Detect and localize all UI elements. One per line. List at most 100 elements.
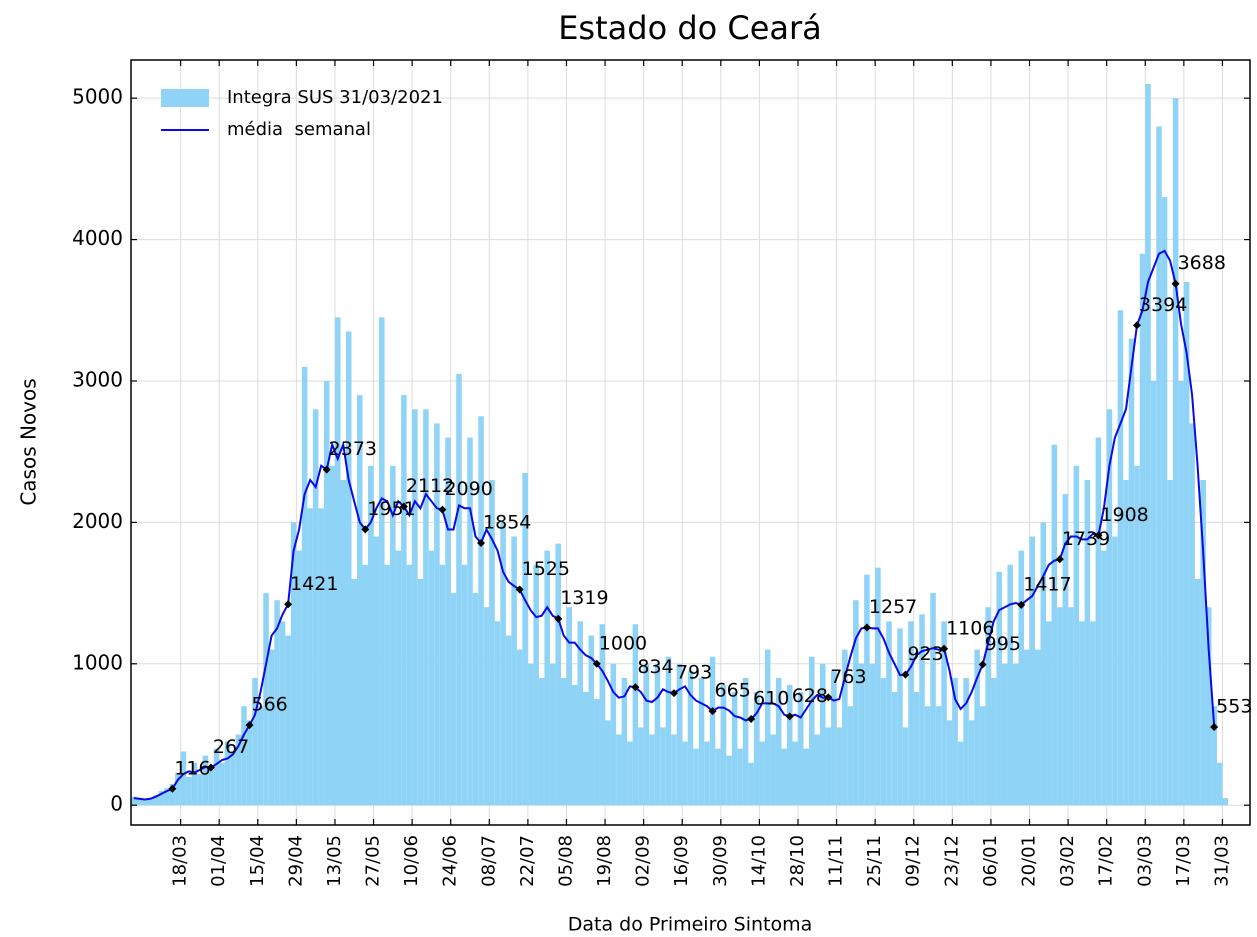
bar bbox=[527, 663, 534, 806]
bar bbox=[1068, 607, 1074, 806]
bar bbox=[560, 677, 567, 806]
bar bbox=[1156, 126, 1162, 806]
bar bbox=[538, 677, 545, 806]
marker bbox=[747, 714, 756, 723]
bar bbox=[351, 578, 358, 806]
bar bbox=[621, 677, 628, 806]
bar bbox=[494, 621, 501, 806]
bar bbox=[533, 564, 539, 806]
value-label: 566 bbox=[252, 694, 288, 716]
bar bbox=[1194, 578, 1201, 806]
bar bbox=[979, 706, 986, 806]
bar bbox=[323, 380, 330, 806]
bar bbox=[583, 692, 589, 806]
legend-label: Integra SUS 31/03/2021 bbox=[227, 87, 443, 108]
bar bbox=[213, 748, 220, 806]
bar bbox=[423, 409, 429, 806]
bar bbox=[842, 649, 848, 806]
bar bbox=[164, 788, 170, 806]
bar bbox=[1112, 536, 1118, 806]
bar bbox=[252, 677, 258, 806]
bar bbox=[759, 741, 765, 806]
bar bbox=[439, 564, 446, 806]
bar bbox=[461, 564, 468, 806]
bar bbox=[1139, 253, 1146, 806]
value-label: 1951 bbox=[367, 498, 415, 520]
bar bbox=[1057, 607, 1063, 806]
bar bbox=[180, 751, 187, 806]
x-tick-label: 24/06 bbox=[440, 835, 461, 887]
bar bbox=[731, 692, 738, 806]
bar bbox=[1205, 607, 1212, 806]
bar bbox=[1040, 522, 1047, 806]
marker bbox=[901, 670, 910, 679]
bar bbox=[753, 692, 760, 806]
bar bbox=[417, 578, 424, 806]
bar bbox=[963, 677, 969, 806]
bar bbox=[169, 783, 176, 806]
bar bbox=[1073, 465, 1080, 806]
bar bbox=[549, 663, 556, 806]
x-tick-label: 28/10 bbox=[787, 835, 808, 887]
y-tick-label: 5000 bbox=[72, 85, 123, 109]
bar bbox=[1035, 649, 1041, 806]
value-label: 1908 bbox=[1100, 504, 1148, 526]
marker bbox=[1094, 531, 1103, 540]
bar bbox=[285, 635, 291, 806]
value-label: 2090 bbox=[444, 478, 492, 500]
bar bbox=[897, 628, 903, 806]
bar bbox=[627, 741, 633, 806]
bar bbox=[726, 755, 732, 806]
bar bbox=[720, 685, 727, 806]
bar bbox=[990, 677, 997, 806]
bar bbox=[704, 741, 710, 806]
plot-area bbox=[131, 84, 1228, 806]
bar bbox=[770, 734, 776, 806]
value-label: 923 bbox=[907, 643, 943, 665]
bar bbox=[1007, 564, 1013, 806]
bar bbox=[186, 776, 192, 806]
bar bbox=[1051, 444, 1058, 806]
bar bbox=[676, 663, 683, 806]
bar bbox=[864, 574, 870, 806]
bar bbox=[643, 663, 650, 806]
value-label: 553 bbox=[1216, 696, 1252, 718]
bar bbox=[610, 663, 617, 806]
marker bbox=[1055, 555, 1064, 564]
bar bbox=[825, 727, 832, 806]
bar bbox=[682, 741, 688, 806]
bar bbox=[599, 624, 606, 806]
bar bbox=[875, 567, 881, 806]
x-tick-label: 18/03 bbox=[170, 835, 191, 887]
bar bbox=[1084, 479, 1091, 806]
bar bbox=[831, 670, 837, 806]
bar bbox=[803, 748, 810, 806]
bar bbox=[908, 621, 914, 806]
bar bbox=[715, 748, 721, 806]
bar bbox=[957, 741, 964, 806]
bar bbox=[401, 395, 407, 806]
value-label: 1417 bbox=[1023, 573, 1071, 595]
bar bbox=[935, 706, 942, 806]
bar bbox=[219, 762, 225, 806]
bar bbox=[235, 734, 242, 806]
value-label: 3394 bbox=[1139, 294, 1187, 316]
bar bbox=[357, 395, 363, 806]
bar bbox=[307, 508, 313, 806]
value-label: 763 bbox=[830, 666, 866, 688]
bar bbox=[748, 762, 754, 806]
bar bbox=[594, 699, 600, 806]
bar bbox=[1222, 798, 1228, 806]
bar bbox=[511, 536, 517, 806]
bar bbox=[406, 564, 413, 806]
bar bbox=[858, 663, 865, 806]
bar bbox=[142, 799, 148, 806]
marker bbox=[1171, 279, 1180, 288]
marker bbox=[824, 693, 833, 702]
bar bbox=[1211, 706, 1217, 806]
x-tick-label: 03/03 bbox=[1134, 835, 1155, 887]
value-label: 1106 bbox=[946, 617, 994, 639]
bar bbox=[334, 317, 341, 806]
y-tick-label: 3000 bbox=[72, 367, 123, 391]
bar bbox=[434, 423, 440, 806]
